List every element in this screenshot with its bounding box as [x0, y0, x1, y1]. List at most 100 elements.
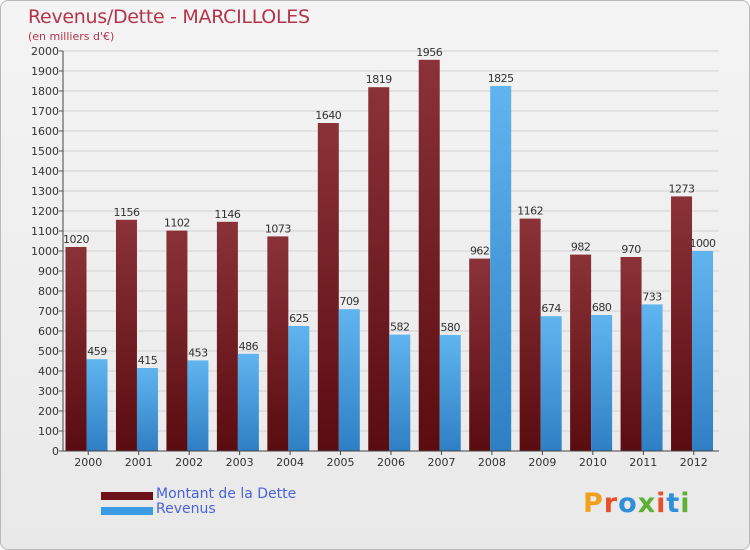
y-tick-label: 500	[38, 345, 59, 358]
revenue-value-label: 1000	[690, 237, 716, 250]
x-tick-label: 2000	[74, 456, 102, 469]
x-tick-label: 2006	[377, 456, 405, 469]
debt-value-label: 1162	[517, 205, 543, 218]
revenue-value-label: 415	[138, 354, 158, 367]
revenue-bar	[591, 315, 613, 451]
y-tick-label: 0	[52, 445, 59, 458]
revenue-value-label: 1825	[488, 72, 514, 85]
x-tick-label: 2001	[125, 456, 153, 469]
x-tick-label: 2010	[579, 456, 607, 469]
debt-value-label: 1020	[63, 233, 89, 246]
y-tick-label: 1600	[31, 125, 59, 138]
revenue-bar	[237, 353, 259, 451]
y-tick-label: 1800	[31, 85, 59, 98]
revenue-bar	[439, 335, 461, 451]
y-tick-label: 300	[38, 385, 59, 398]
debt-bar	[671, 196, 693, 451]
legend-swatch-debt	[101, 492, 153, 500]
debt-bar	[570, 254, 592, 451]
debt-bar	[267, 236, 289, 451]
debt-bar	[469, 258, 491, 451]
bars	[65, 59, 714, 452]
revenue-value-label: 486	[239, 340, 259, 353]
chart-title: Revenus/Dette - MARCILLOLES	[28, 6, 310, 28]
y-tick-label: 1300	[31, 185, 59, 198]
y-tick-label: 1700	[31, 105, 59, 118]
y-tick-label: 1200	[31, 205, 59, 218]
logo-letter: x	[637, 488, 657, 519]
x-tick-label: 2003	[226, 456, 254, 469]
debt-value-label: 982	[571, 241, 591, 254]
y-tick-label: 800	[38, 285, 59, 298]
debt-value-label: 1273	[669, 182, 695, 195]
debt-bar	[166, 230, 188, 451]
revenue-value-label: 453	[188, 346, 208, 359]
y-tick-label: 1900	[31, 65, 59, 78]
data-labels: 1020 459 1156 415 1102 453 1146 486 1073 625 1640 7…	[63, 46, 717, 367]
x-tick-label: 2012	[680, 456, 708, 469]
debt-bar	[216, 221, 238, 451]
debt-bar	[519, 218, 541, 451]
x-tick-label: 2002	[175, 456, 203, 469]
y-tick-label: 400	[38, 365, 59, 378]
debt-value-label: 1640	[315, 109, 341, 122]
y-tick-label: 1000	[31, 245, 59, 258]
debt-bar	[620, 257, 642, 451]
logo-letter: i	[680, 488, 691, 519]
revenue-value-label: 582	[390, 321, 410, 334]
legend-swatch-revenue	[101, 507, 153, 515]
y-tick-label: 2000	[31, 45, 59, 58]
revenue-bar	[389, 334, 411, 451]
revenue-bar	[338, 309, 360, 451]
debt-bar	[317, 123, 339, 451]
y-tick-label: 1100	[31, 225, 59, 238]
debt-value-label: 1146	[214, 208, 240, 221]
revenue-bar	[540, 316, 562, 451]
revenue-bar	[86, 359, 108, 451]
debt-value-label: 1102	[164, 217, 190, 230]
axes: 0 100 200 300 400 500 600 700 800 900 1000 1100 1200…	[31, 45, 719, 469]
legend-label-debt: Montant de la Dette	[156, 486, 297, 502]
revenue-bar	[641, 304, 663, 451]
y-tick-label: 200	[38, 405, 59, 418]
logo-letter: o	[618, 488, 638, 519]
x-tick-label: 2011	[629, 456, 657, 469]
y-tick-label: 100	[38, 425, 59, 438]
debt-value-label: 1156	[113, 206, 139, 219]
debt-value-label: 1819	[366, 73, 392, 86]
y-tick-label: 600	[38, 325, 59, 338]
debt-value-label: 1073	[265, 222, 291, 235]
revenue-bar	[136, 368, 158, 451]
x-tick-label: 2004	[276, 456, 304, 469]
x-tick-label: 2007	[427, 456, 455, 469]
x-tick-label: 2009	[528, 456, 556, 469]
debt-bar	[368, 87, 390, 451]
y-tick-label: 1400	[31, 165, 59, 178]
debt-bar	[418, 59, 440, 452]
revenue-bar	[692, 251, 714, 451]
revenue-value-label: 459	[87, 345, 107, 358]
logo-letter: P	[583, 488, 604, 519]
revenue-value-label: 580	[440, 321, 460, 334]
revenue-value-label: 674	[541, 302, 561, 315]
debt-value-label: 962	[470, 245, 490, 258]
revenue-bar	[288, 326, 310, 451]
debt-value-label: 1956	[416, 46, 442, 59]
legend-label-revenue: Revenus	[156, 501, 216, 517]
x-tick-label: 2008	[478, 456, 506, 469]
debt-value-label: 970	[621, 243, 641, 256]
proxiti-logo: Proxiti	[583, 488, 691, 519]
logo-letter: r	[603, 488, 619, 519]
debt-bar	[65, 247, 87, 451]
y-tick-label: 900	[38, 265, 59, 278]
y-tick-label: 700	[38, 305, 59, 318]
logo-letter: t	[666, 488, 681, 519]
logo-letter: i	[656, 488, 667, 519]
revenue-value-label: 680	[592, 301, 612, 314]
chart-subtitle: (en milliers d'€)	[28, 30, 115, 43]
revenue-bar	[187, 360, 209, 451]
revenue-value-label: 733	[642, 290, 662, 303]
revenue-value-label: 709	[340, 295, 360, 308]
